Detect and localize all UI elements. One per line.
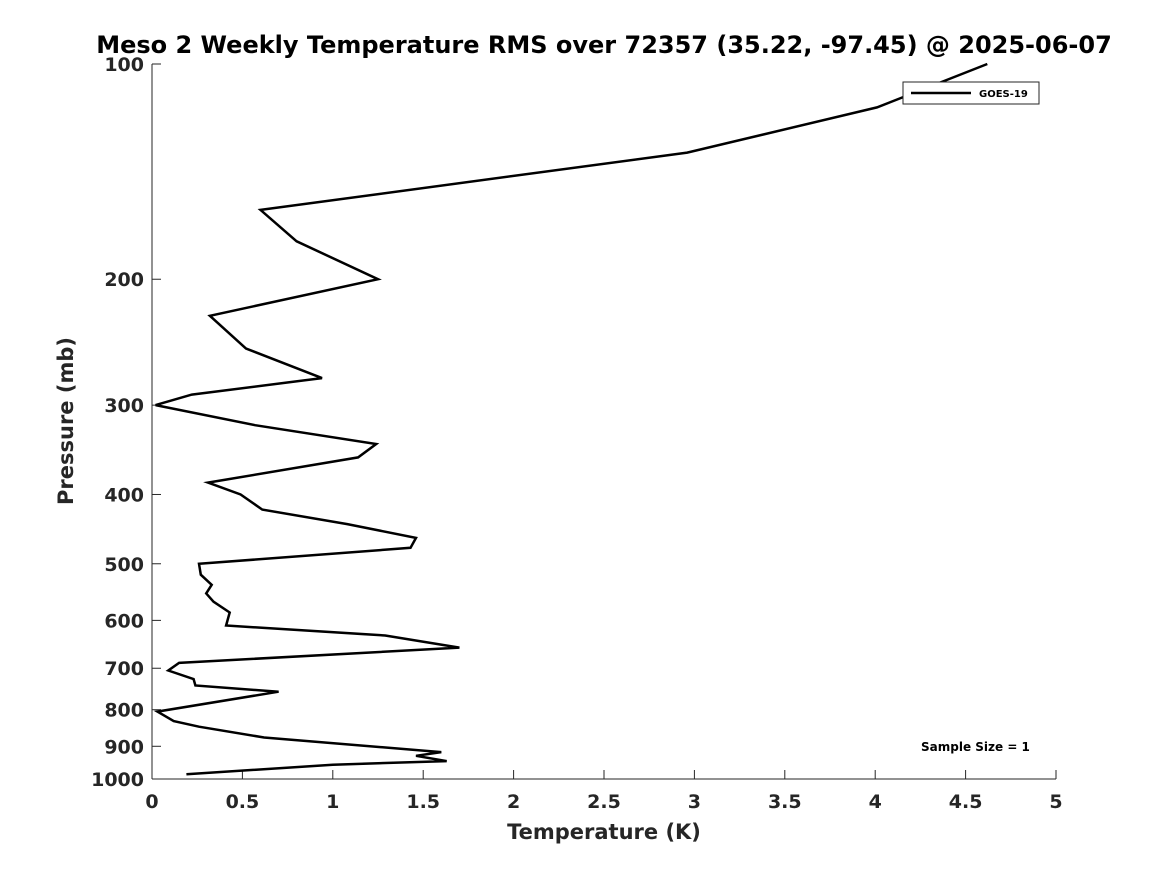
y-ticks: 100 200 300 400 500 600 700 800 900 1000 xyxy=(91,54,161,791)
series-layer xyxy=(153,62,988,776)
y-tick-label: 100 xyxy=(104,54,144,76)
y-tick-label: 700 xyxy=(104,658,144,680)
x-tick-label: 3 xyxy=(688,791,701,813)
x-tick-label: 4.5 xyxy=(949,791,983,813)
y-tick-label: 800 xyxy=(104,700,144,722)
y-tick-label: 500 xyxy=(104,554,144,576)
legend-label-goes-19: GOES-19 xyxy=(979,89,1028,100)
y-tick-label: 900 xyxy=(104,736,144,758)
y-tick-label: 300 xyxy=(104,395,144,417)
legend: GOES-19 xyxy=(902,81,1040,105)
chart-title: Meso 2 Weekly Temperature RMS over 72357… xyxy=(96,31,1112,59)
series-line-goes-19 xyxy=(153,62,988,776)
y-tick-label: 1000 xyxy=(91,769,144,791)
x-tick-label: 2.5 xyxy=(587,791,621,813)
x-axis-label: Temperature (K) xyxy=(507,820,701,844)
x-tick-label: 4 xyxy=(869,791,882,813)
sample-size-annotation: Sample Size = 1 xyxy=(921,740,1030,754)
x-tick-label: 5 xyxy=(1049,791,1062,813)
y-tick-label: 200 xyxy=(104,269,144,291)
y-tick-label: 600 xyxy=(104,610,144,632)
x-tick-label: 2 xyxy=(507,791,520,813)
x-tick-label: 3.5 xyxy=(768,791,802,813)
x-ticks: 0 0.5 1 1.5 2 2.5 3 3.5 4 4.5 5 xyxy=(145,770,1063,813)
y-tick-label: 400 xyxy=(104,484,144,506)
x-tick-label: 1.5 xyxy=(406,791,440,813)
x-tick-label: 0.5 xyxy=(226,791,260,813)
plot-area: 0 0.5 1 1.5 2 2.5 3 3.5 4 4.5 5 100 200 300 400 500 600… xyxy=(91,54,1063,813)
x-tick-label: 0 xyxy=(145,791,158,813)
x-tick-label: 1 xyxy=(326,791,339,813)
y-axis-label: Pressure (mb) xyxy=(54,337,78,505)
